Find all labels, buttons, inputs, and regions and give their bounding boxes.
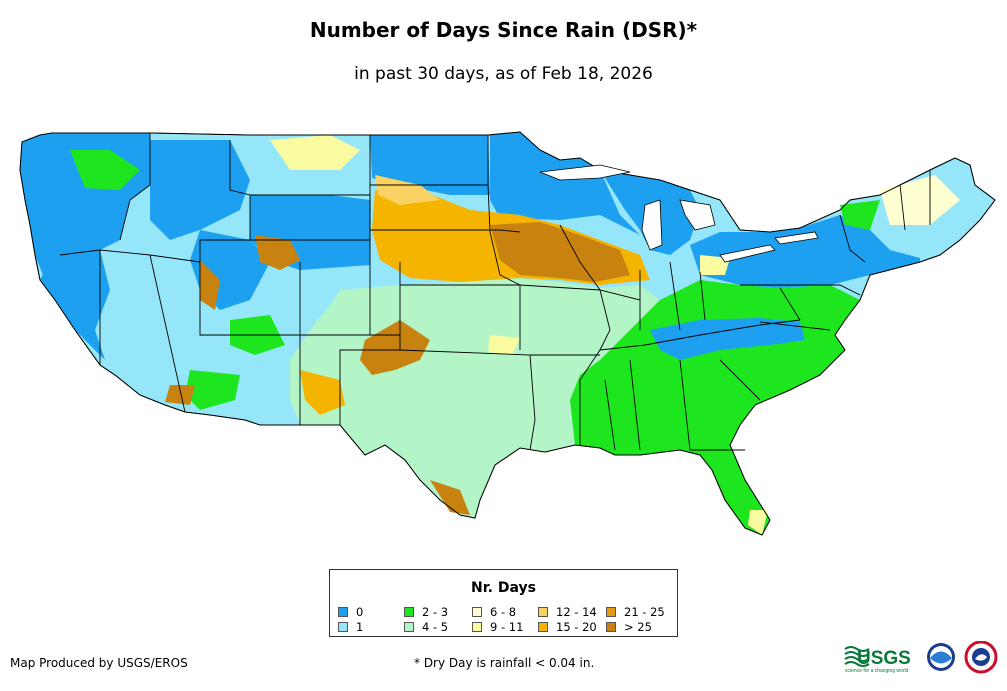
- legend: Nr. Days 0 1 2 - 3 4 - 5 6 - 8 9 - 11 12…: [329, 569, 678, 637]
- legend-item-over-25: > 25: [606, 619, 665, 634]
- state-borders: [59, 133, 931, 451]
- legend-item-12-14: 12 - 14: [538, 604, 597, 619]
- legend-item-4-5: 4 - 5: [404, 619, 448, 634]
- legend-swatch: [472, 606, 482, 617]
- map-subtitle: in past 30 days, as of Feb 18, 2026: [354, 64, 653, 84]
- legend-swatch: [538, 621, 548, 632]
- usgs-logo: USGS science for a changing world: [844, 646, 911, 674]
- usgs-text: USGS: [857, 648, 911, 669]
- legend-swatch: [538, 606, 548, 617]
- legend-item-6-8: 6 - 8: [472, 604, 523, 619]
- legend-item-21-25: 21 - 25: [606, 604, 665, 619]
- legend-swatch: [404, 621, 414, 632]
- credit-text: Map Produced by USGS/EROS: [10, 656, 188, 670]
- legend-swatch: [606, 621, 616, 632]
- map-title: Number of Days Since Rain (DSR)*: [309, 18, 698, 42]
- legend-title: Nr. Days: [471, 580, 536, 596]
- legend-swatch: [338, 606, 348, 617]
- legend-swatch: [404, 606, 414, 617]
- legend-item-1: 1: [338, 619, 363, 634]
- us-dsr-map: [19, 131, 996, 536]
- nws-logo-icon: [964, 641, 998, 674]
- noaa-logo-icon: [927, 643, 955, 671]
- legend-swatch: [472, 621, 482, 632]
- legend-item-9-11: 9 - 11: [472, 619, 523, 634]
- legend-swatch: [606, 606, 616, 617]
- legend-item-15-20: 15 - 20: [538, 619, 597, 634]
- usgs-tagline: science for a changing world: [845, 668, 909, 674]
- legend-item-0: 0: [338, 604, 363, 619]
- legend-item-2-3: 2 - 3: [404, 604, 448, 619]
- legend-swatch: [338, 621, 348, 632]
- footnote-text: * Dry Day is rainfall < 0.04 in.: [414, 656, 595, 670]
- agency-logos: USGS science for a changing world: [844, 641, 998, 674]
